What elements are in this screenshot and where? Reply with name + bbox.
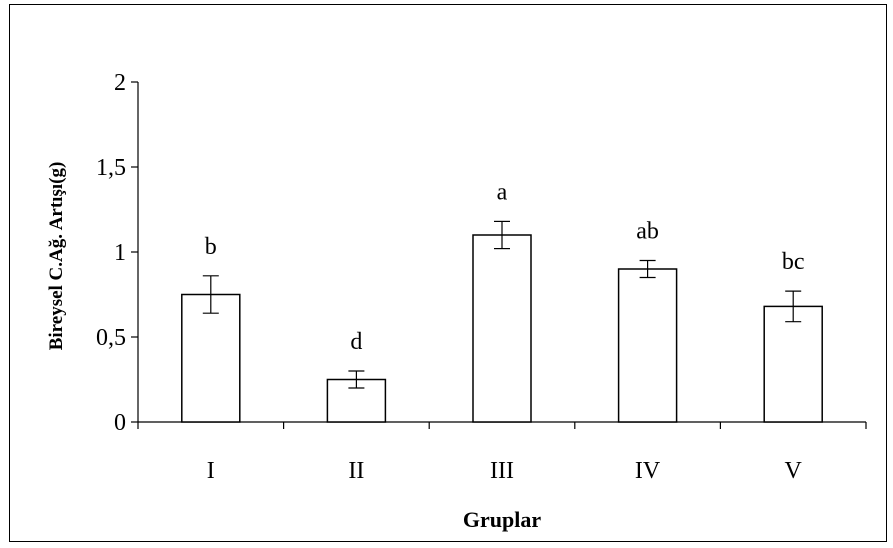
y-tick-label: 0,5 [96,325,126,351]
significance-labels: b d a ab bc [205,179,805,355]
significance-label: a [497,179,508,205]
y-tick-label: 0 [114,410,126,436]
significance-label: bc [782,249,805,275]
bars [181,234,823,423]
significance-label: ab [636,219,659,245]
error-bars [202,220,802,389]
bar-III [472,234,532,423]
significance-label: d [350,329,362,355]
x-ticks: I II III IV V [137,422,867,484]
x-axis-title: Gruplar [463,507,541,532]
y-tick-label: 1,5 [96,155,126,181]
y-tick-label: 1 [114,240,126,266]
x-tick-label: III [490,458,514,484]
y-axis-title: Bireysel C.Ağ. Artışı(g) [46,162,67,351]
chart-frame [9,4,887,542]
x-tick-label: I [207,458,215,484]
significance-label: b [205,234,217,260]
bar-V [763,305,823,423]
y-tick-label: 2 [114,70,126,96]
x-tick-label: IV [635,458,661,484]
x-tick-label: II [348,458,364,484]
x-tick-label: V [785,458,803,484]
bar-IV [617,268,678,423]
bar-I [181,293,241,423]
y-ticks: 0 0,5 1 1,5 2 [96,70,138,436]
